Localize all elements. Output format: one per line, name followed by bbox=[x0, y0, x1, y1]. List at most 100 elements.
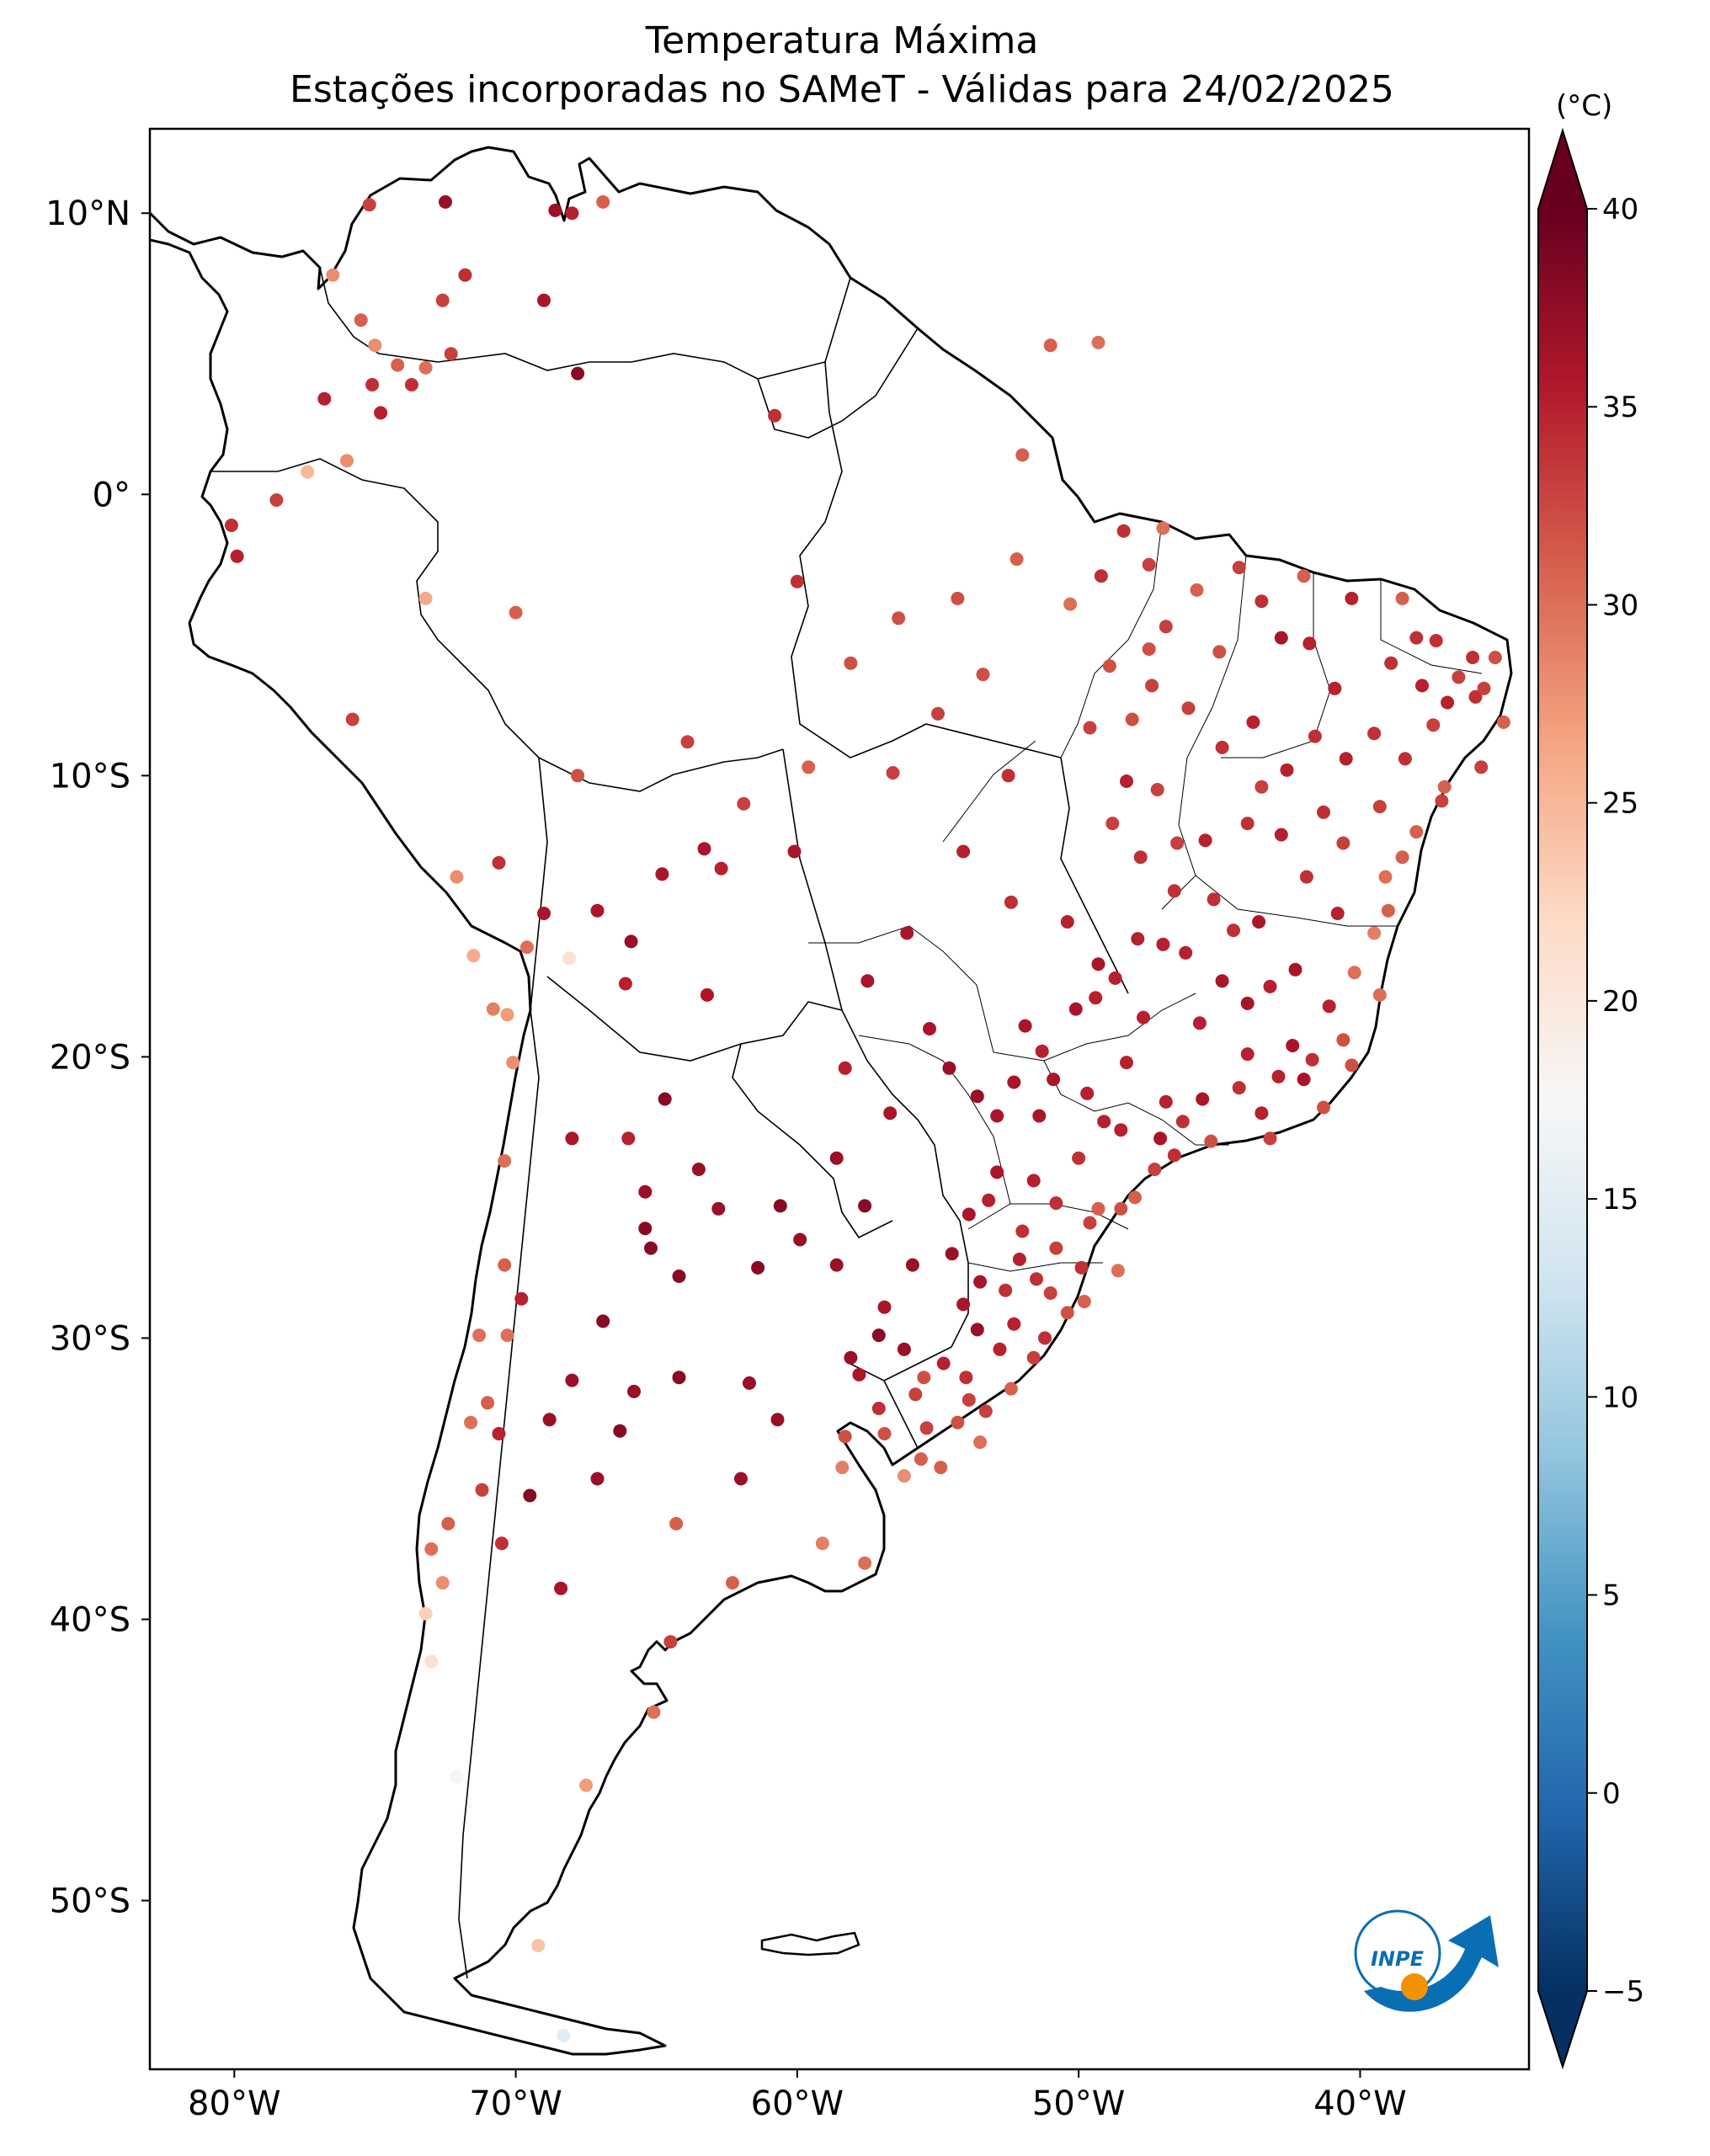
station-marker bbox=[680, 735, 695, 749]
station-marker bbox=[1091, 1201, 1105, 1216]
station-marker bbox=[537, 293, 551, 307]
station-marker bbox=[345, 712, 360, 727]
station-marker bbox=[424, 1542, 439, 1556]
colorbar-tick-label: 30 bbox=[1602, 588, 1638, 622]
station-marker bbox=[613, 1424, 627, 1438]
station-marker bbox=[1142, 557, 1156, 572]
country-borders bbox=[210, 267, 1129, 1979]
station-marker bbox=[973, 1275, 988, 1289]
station-marker bbox=[790, 574, 804, 588]
colorbar-gradient bbox=[1537, 127, 1588, 2070]
station-marker bbox=[1429, 634, 1443, 647]
latitude-tick-label: 0° bbox=[93, 476, 131, 514]
station-marker bbox=[1047, 1073, 1061, 1087]
inpe-logo-arrow-icon bbox=[1364, 1915, 1499, 2012]
station-marker bbox=[999, 1283, 1013, 1297]
station-marker bbox=[435, 1576, 450, 1590]
latitude-tick-label: 10°N bbox=[45, 194, 131, 233]
station-marker bbox=[1372, 988, 1387, 1002]
station-marker bbox=[919, 1421, 934, 1435]
station-marker bbox=[1232, 1081, 1246, 1095]
station-marker bbox=[579, 1778, 594, 1792]
station-marker bbox=[230, 549, 244, 563]
station-marker bbox=[317, 391, 332, 406]
station-marker bbox=[498, 1154, 512, 1168]
station-marker bbox=[1302, 636, 1317, 651]
station-marker bbox=[897, 1342, 911, 1356]
longitude-tick-label: 60°W bbox=[751, 2084, 844, 2123]
station-marker bbox=[1466, 651, 1480, 664]
station-marker bbox=[1190, 583, 1204, 597]
station-marker bbox=[1381, 903, 1395, 918]
station-marker bbox=[905, 1258, 919, 1272]
station-marker bbox=[1007, 1075, 1021, 1089]
station-marker bbox=[934, 1461, 948, 1475]
station-marker bbox=[663, 1635, 678, 1649]
station-marker bbox=[1347, 966, 1361, 980]
station-marker bbox=[1409, 825, 1424, 839]
station-marker bbox=[951, 591, 965, 605]
station-marker bbox=[638, 1184, 653, 1199]
station-marker bbox=[852, 1367, 866, 1381]
station-marker bbox=[1435, 794, 1449, 808]
station-marker bbox=[1336, 1033, 1350, 1047]
station-marker bbox=[990, 1109, 1004, 1123]
station-marker bbox=[1128, 1190, 1142, 1205]
station-marker bbox=[500, 1328, 514, 1343]
station-marker bbox=[714, 861, 728, 876]
station-marker bbox=[871, 1328, 886, 1343]
station-marker bbox=[945, 1247, 959, 1261]
station-marker bbox=[1227, 924, 1240, 938]
station-marker bbox=[982, 1193, 996, 1207]
station-marker bbox=[1179, 945, 1193, 960]
station-marker bbox=[990, 1165, 1004, 1179]
station-marker bbox=[1060, 1306, 1074, 1320]
station-marker bbox=[1255, 1106, 1269, 1121]
station-marker bbox=[1156, 937, 1170, 951]
station-marker bbox=[1415, 679, 1429, 693]
station-marker bbox=[1133, 850, 1148, 865]
station-marker bbox=[1004, 895, 1018, 909]
station-marker bbox=[1409, 631, 1424, 645]
station-marker bbox=[475, 1483, 489, 1497]
station-marker bbox=[548, 203, 562, 217]
station-marker bbox=[743, 1376, 756, 1390]
station-marker bbox=[993, 1342, 1007, 1356]
station-marker bbox=[365, 378, 380, 391]
station-marker bbox=[500, 1008, 514, 1022]
station-marker bbox=[711, 1201, 726, 1216]
colorbar-tick-label: 40 bbox=[1602, 193, 1638, 226]
station-marker bbox=[562, 951, 577, 966]
station-marker bbox=[444, 347, 458, 361]
station-marker bbox=[737, 796, 751, 811]
station-marker bbox=[1437, 780, 1452, 794]
station-marker bbox=[1142, 642, 1156, 656]
station-marker bbox=[1153, 1131, 1168, 1146]
state-borders bbox=[808, 521, 1483, 1272]
station-marker bbox=[1156, 521, 1170, 535]
station-marker bbox=[917, 1371, 931, 1385]
station-marker bbox=[627, 1384, 641, 1398]
station-marker bbox=[224, 519, 238, 532]
station-marker bbox=[1441, 695, 1455, 710]
station-marker bbox=[658, 1092, 672, 1106]
station-marker bbox=[1120, 1056, 1133, 1070]
station-marker bbox=[1181, 701, 1196, 716]
longitude-tick-label: 70°W bbox=[469, 2084, 562, 2123]
station-marker bbox=[618, 977, 632, 991]
station-marker bbox=[1114, 1123, 1128, 1137]
station-marker bbox=[1159, 1094, 1173, 1109]
station-marker bbox=[1049, 1241, 1063, 1255]
station-marker bbox=[450, 870, 464, 884]
station-marker bbox=[492, 855, 506, 870]
station-marker bbox=[1496, 715, 1510, 729]
station-marker bbox=[1030, 1272, 1043, 1286]
station-marker bbox=[1330, 907, 1345, 920]
station-marker bbox=[565, 1373, 579, 1387]
station-marker bbox=[1274, 828, 1288, 842]
station-marker bbox=[802, 760, 816, 775]
station-marker bbox=[1072, 1151, 1086, 1165]
station-marker bbox=[514, 1291, 529, 1306]
station-marker bbox=[1240, 1047, 1255, 1062]
